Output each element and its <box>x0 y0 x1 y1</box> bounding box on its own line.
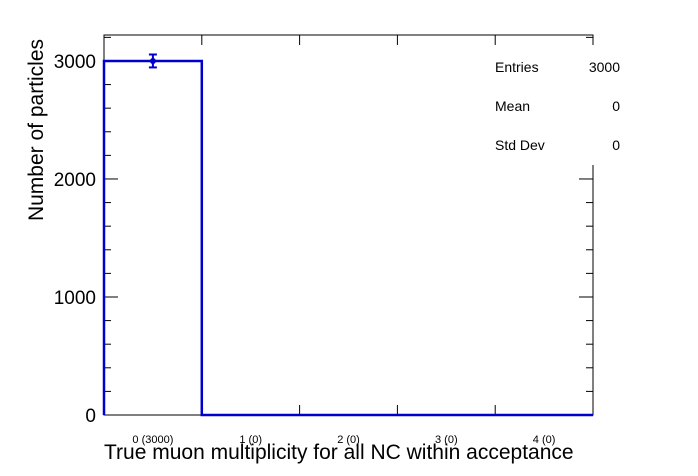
data-point-marker <box>149 57 156 64</box>
y-tick-label: 2000 <box>54 170 96 191</box>
histogram-bin <box>104 61 202 415</box>
x-axis-title: True muon multiplicity for all NC within… <box>104 441 574 464</box>
y-tick-label: 3000 <box>54 52 96 73</box>
stats-label: Entries <box>495 59 539 75</box>
x-tick-label: 1 (0) <box>239 434 262 446</box>
x-tick-label: 0 (3000) <box>132 434 173 446</box>
y-axis-title: Number of particles <box>25 38 48 222</box>
stats-row-entries: Entries 3000 <box>495 59 620 77</box>
stats-label: Std Dev <box>495 137 545 153</box>
stats-row-std-dev: Std Dev 0 <box>495 137 620 155</box>
x-tick-label: 2 (0) <box>337 434 360 446</box>
stats-label: Mean <box>495 98 531 114</box>
histogram-outline <box>102 59 593 417</box>
stats-value: 3000 <box>588 59 620 75</box>
stats-value: 0 <box>612 98 620 114</box>
y-tick-label: 1000 <box>54 288 96 309</box>
y-tick-label: 0 <box>85 406 96 427</box>
stats-row-mean: Mean 0 <box>495 98 620 116</box>
stats-box: Entries 3000 Mean 0 Std Dev 0 <box>482 45 628 165</box>
x-tick-label: 3 (0) <box>435 434 458 446</box>
x-tick-label: 4 (0) <box>533 434 556 446</box>
stats-value: 0 <box>612 137 620 153</box>
